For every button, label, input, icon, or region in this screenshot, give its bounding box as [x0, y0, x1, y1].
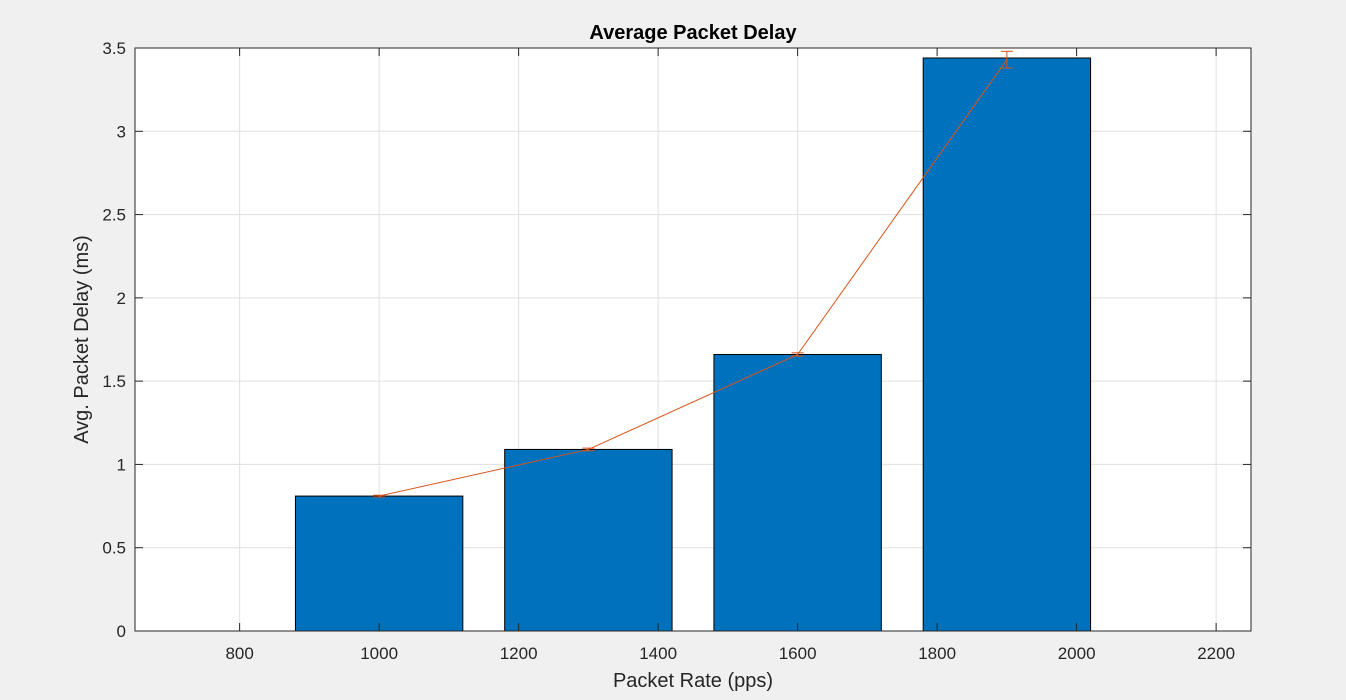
y-tick-label-5: 2.5	[102, 206, 126, 225]
x-tick-label-3: 1400	[639, 644, 677, 663]
x-tick-label-5: 1800	[918, 644, 956, 663]
chart-title: Average Packet Delay	[589, 22, 797, 44]
tick-labels: 800 1000 1200 1400 1600 1800 2000 2200 0 0.5 1 1.5 2…	[102, 39, 1235, 663]
y-tick-label-3: 1.5	[102, 372, 126, 391]
axes-frame	[134, 47, 1252, 632]
x-tick-label-0: 800	[225, 644, 253, 663]
y-tick-label-7: 3.5	[102, 39, 126, 58]
bar-0	[294, 495, 464, 632]
bar-1	[504, 448, 673, 632]
line-series	[373, 50, 1013, 498]
x-tick-label-4: 1600	[779, 644, 817, 663]
error-line	[379, 59, 1008, 497]
bar-3	[922, 57, 1092, 632]
y-tick-label-2: 1	[117, 455, 126, 474]
y-tick-label-1: 0.5	[102, 539, 126, 558]
bar-2	[713, 353, 882, 632]
y-axis-label: Avg. Packet Delay (ms)	[71, 235, 93, 444]
x-tick-label-7: 2200	[1197, 644, 1235, 663]
x-tick-label-6: 2000	[1058, 644, 1096, 663]
axes-box	[134, 47, 1252, 632]
x-axis-label: Packet Rate (pps)	[613, 670, 773, 692]
y-tick-label-0: 0	[117, 622, 126, 641]
y-tick-label-4: 2	[117, 289, 126, 308]
y-tick-label-6: 3	[117, 122, 126, 141]
x-tick-label-2: 1200	[500, 644, 538, 663]
x-tick-label-1: 1000	[360, 644, 398, 663]
